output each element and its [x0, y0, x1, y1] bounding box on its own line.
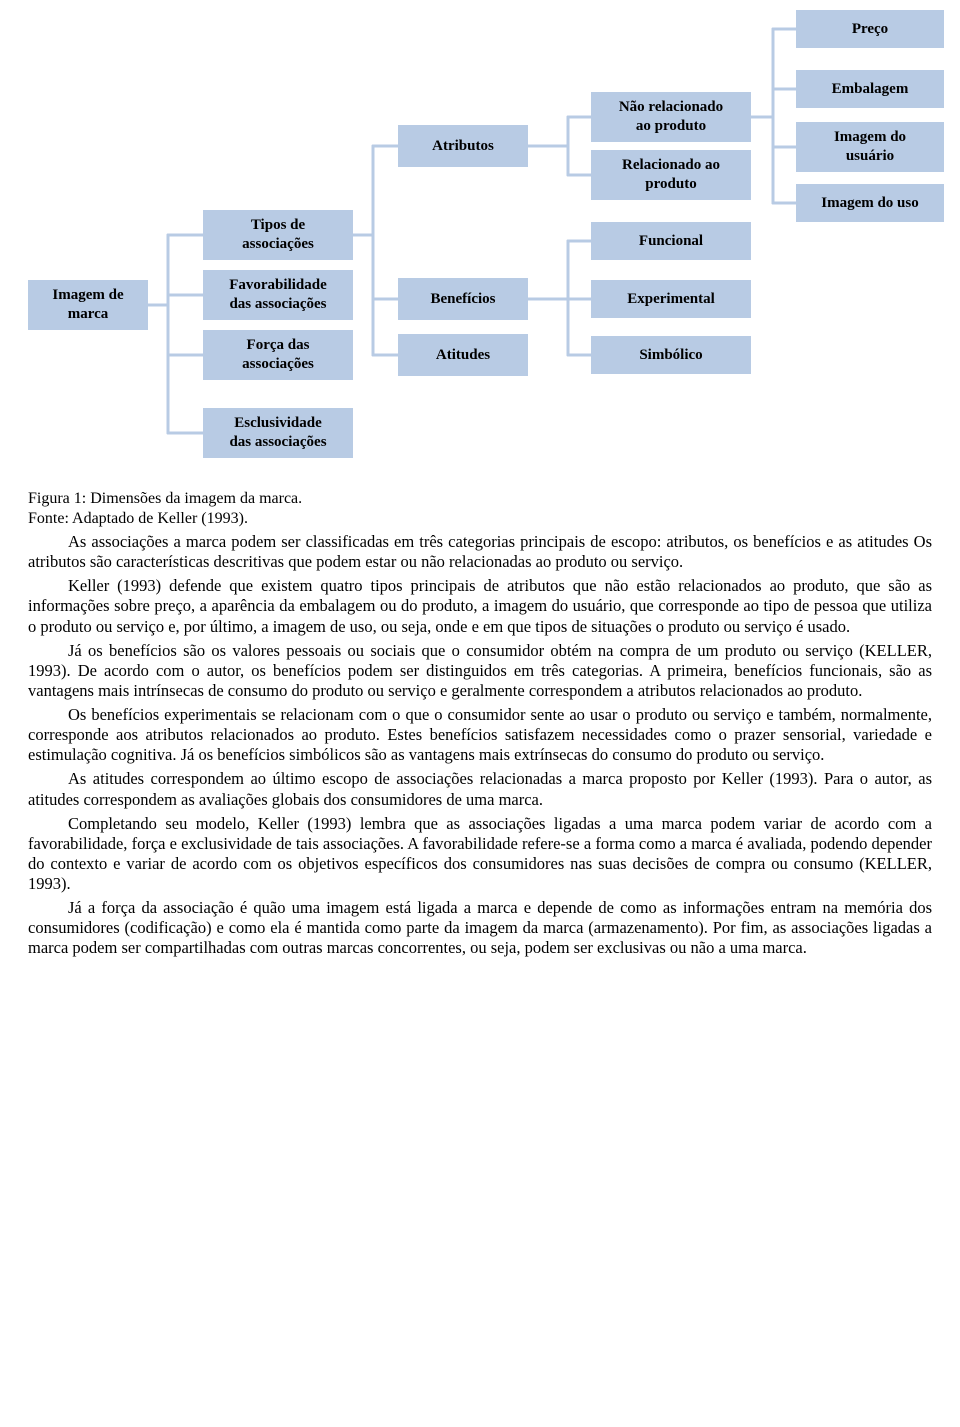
figure-caption: Figura 1: Dimensões da imagem da marca.	[28, 490, 932, 508]
node-preco: Preço	[796, 10, 944, 48]
node-experimental: Experimental	[591, 280, 751, 318]
node-beneficios: Benefícios	[398, 278, 528, 320]
body-paragraph: Keller (1993) defende que existem quatro…	[28, 576, 932, 636]
node-embalagem: Embalagem	[796, 70, 944, 108]
node-forca: Força dasassociações	[203, 330, 353, 380]
node-rel: Relacionado aoproduto	[591, 150, 751, 200]
body-paragraph: Já os benefícios são os valores pessoais…	[28, 641, 932, 701]
brand-image-diagram: Imagem demarca Tipos deassociações Favorab…	[28, 10, 932, 480]
node-root: Imagem demarca	[28, 280, 148, 330]
body-paragraph: Já a força da associação é quão uma imag…	[28, 898, 932, 958]
node-img_uso: Imagem do uso	[796, 184, 944, 222]
body-paragraph: Os benefícios experimentais se relaciona…	[28, 705, 932, 765]
node-simbolico: Simbólico	[591, 336, 751, 374]
node-img_usuario: Imagem dousuário	[796, 122, 944, 172]
node-atributos: Atributos	[398, 125, 528, 167]
body-paragraph: Completando seu modelo, Keller (1993) le…	[28, 814, 932, 895]
node-exclus: Esclusividadedas associações	[203, 408, 353, 458]
node-nao_rel: Não relacionadoao produto	[591, 92, 751, 142]
body-paragraph: As atitudes correspondem ao último escop…	[28, 769, 932, 809]
node-favorab: Favorabilidadedas associações	[203, 270, 353, 320]
figure-source: Fonte: Adaptado de Keller (1993).	[28, 510, 932, 528]
node-tipos: Tipos deassociações	[203, 210, 353, 260]
node-funcional: Funcional	[591, 222, 751, 260]
body-paragraph: As associações a marca podem ser classif…	[28, 532, 932, 572]
node-atitudes: Atitudes	[398, 334, 528, 376]
